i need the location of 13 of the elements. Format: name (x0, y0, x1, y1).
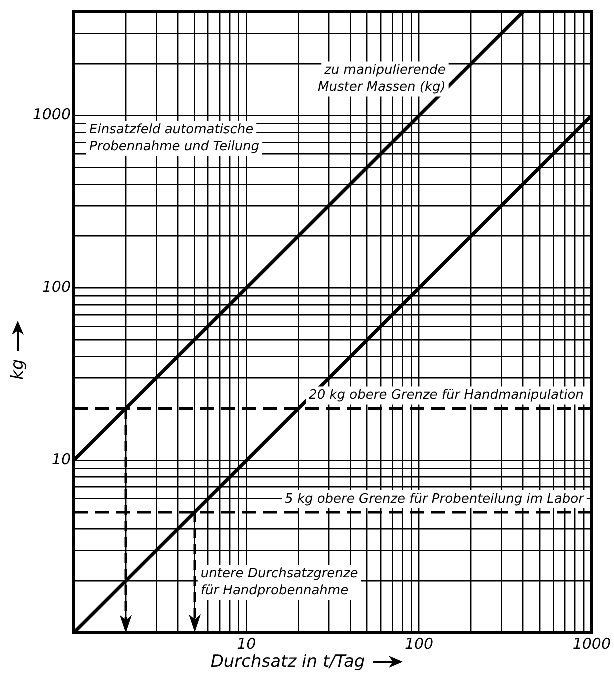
ref-line-label: 20 kg obere Grenze für Handmanipulation (309, 388, 584, 404)
x-tick-label: 10 (237, 634, 256, 653)
annotation: Einsatzfeld automatische Probennahme und Teilung (90, 122, 260, 154)
x-axis-title: Durchsatz in t/Tag (210, 652, 366, 672)
y-tick-label: 100 (42, 278, 71, 296)
ref-line-label: 5 kg obere Grenze für Probenteilung im Labor (285, 492, 586, 507)
annotation: untere Durchsatzgrenze für Handprobennahme (200, 566, 358, 598)
y-axis-title: kg (8, 359, 28, 380)
x-tick-label: 100 (404, 634, 434, 653)
series-label: zu manipulierende Muster Massen (kg) (318, 63, 446, 96)
y-tick-label: 1000 (32, 106, 71, 124)
y-tick-label: 10 (52, 450, 71, 468)
x-tick-label: 1000 (572, 634, 612, 653)
